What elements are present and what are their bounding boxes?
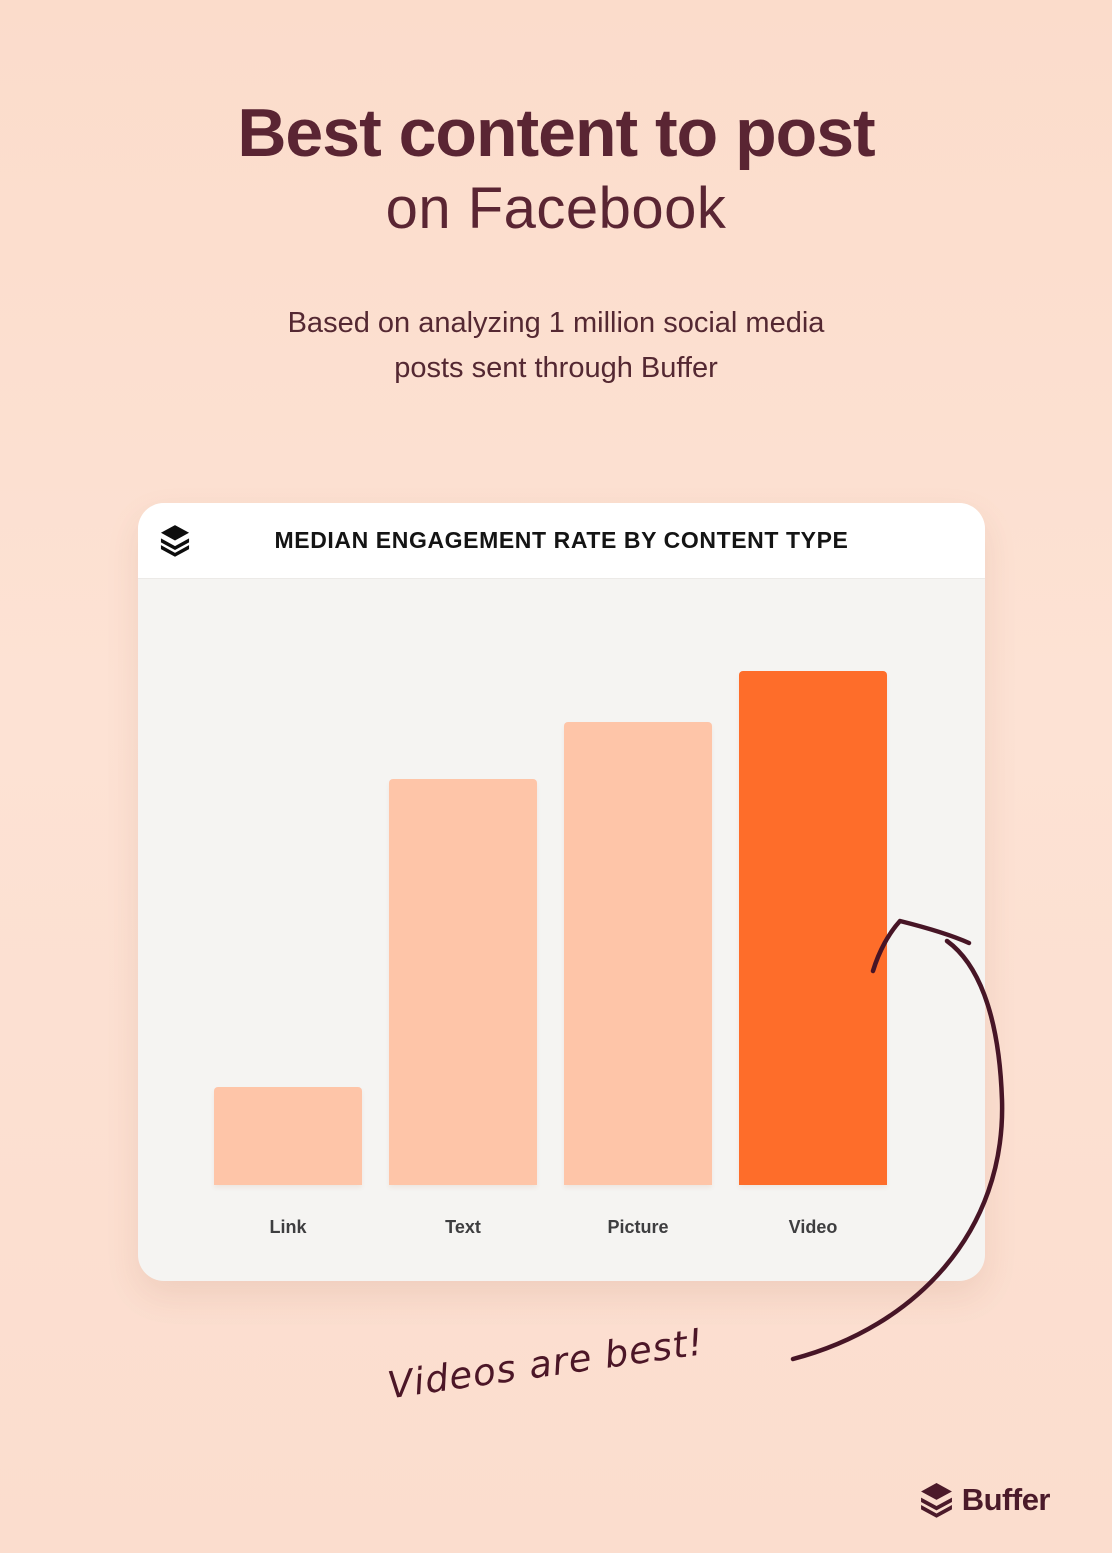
bar-chart: Link Text Picture Video (138, 503, 985, 1281)
buffer-layers-icon (920, 1482, 952, 1518)
buffer-brand-logo: Buffer (920, 1482, 1051, 1518)
annotation-text: Videos are best! (384, 1320, 707, 1408)
bar-label-video: Video (788, 1217, 838, 1237)
brand-wordmark: Buffer (961, 1482, 1051, 1517)
bar-label-picture: Picture (607, 1217, 669, 1237)
bar-text (389, 779, 537, 1185)
bar-label-link: Link (269, 1217, 307, 1237)
description-line-1: Based on analyzing 1 million social medi… (287, 306, 825, 339)
chart-card: MEDIAN ENGAGEMENT RATE BY CONTENT TYPE L… (138, 503, 985, 1281)
bar-label-text: Text (445, 1217, 481, 1237)
bar-video (739, 671, 887, 1185)
chart-title: MEDIAN ENGAGEMENT RATE BY CONTENT TYPE (274, 527, 849, 553)
hero-section: Best content to post on Facebook Based o… (0, 0, 1112, 392)
page-description: Based on analyzing 1 million social medi… (176, 301, 936, 393)
description-line-2: posts sent through Buffer (394, 352, 718, 385)
page-subtitle: on Facebook (385, 175, 727, 241)
bar-link (214, 1087, 362, 1185)
bar-picture (564, 722, 712, 1185)
page-title: Best content to post (237, 95, 875, 171)
buffer-layers-icon (160, 524, 190, 557)
chart-card-header: MEDIAN ENGAGEMENT RATE BY CONTENT TYPE (138, 503, 985, 579)
